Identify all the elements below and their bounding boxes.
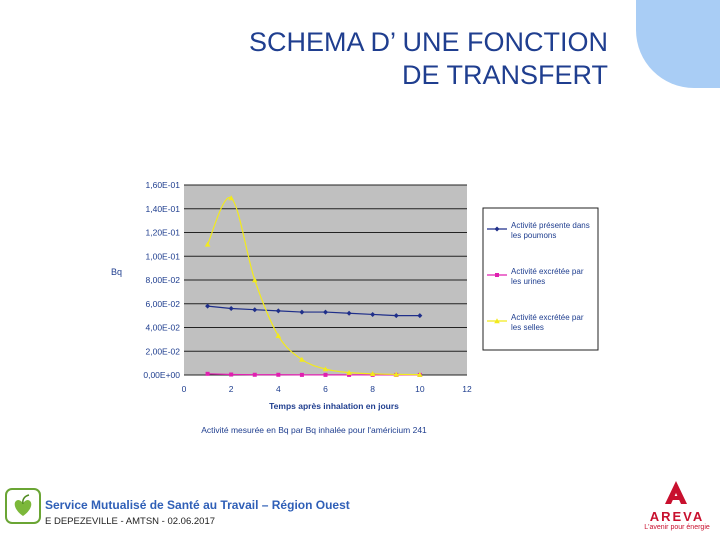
smst-logo [5, 488, 41, 524]
series-line [207, 197, 420, 376]
y-tick-label: 8,00E-02 [146, 275, 181, 285]
transfer-function-chart: 0,00E+00 2,00E-02 4,00E-02 6,00E-02 8,00E-02… [111, 180, 599, 435]
y-tick-label: 6,00E-02 [146, 299, 181, 309]
footer-organization: Service Mutualisé de Santé au Travail – … [45, 498, 350, 512]
data-point [229, 372, 234, 377]
data-point [275, 308, 281, 314]
data-point [393, 371, 400, 377]
data-point [323, 309, 328, 315]
x-axis-label: Temps après inhalation en jours [269, 401, 399, 411]
brand-tagline: L'avenir pour énergie [644, 524, 710, 531]
data-point [393, 313, 399, 319]
data-point [251, 277, 258, 283]
data-point [252, 307, 258, 313]
data-point [299, 309, 305, 315]
legend-marker [494, 226, 500, 232]
data-point [347, 372, 352, 377]
data-point [346, 310, 352, 316]
x-tick-label: 2 [229, 384, 234, 394]
brand-name: AREVA [649, 509, 705, 524]
legend-box [482, 207, 599, 351]
series-layer [184, 195, 467, 377]
legend-label: Activité excrétée par [511, 313, 584, 322]
data-point [417, 371, 423, 377]
legend-label: Activité excrétée par [511, 267, 584, 276]
heart-leaf-icon [14, 494, 32, 516]
series-1 [205, 303, 423, 319]
chart-caption: Activité mesurée en Bq par Bq inhalée po… [201, 425, 427, 435]
data-point [323, 372, 328, 377]
legend-marker [494, 318, 500, 324]
data-point [204, 241, 211, 247]
y-tick-label: 1,60E-01 [146, 180, 181, 190]
title-line-1: SCHEMA D’ UNE FONCTION [248, 27, 608, 57]
data-point [252, 372, 257, 377]
data-point [370, 311, 376, 317]
data-point [322, 366, 329, 372]
series-line [207, 373, 420, 376]
legend-marker [495, 273, 499, 277]
series-line [207, 305, 420, 317]
footer-author: E DEPEZEVILLE - AMTSN - 02.06.2017 [45, 516, 216, 527]
areva-logo-icon [665, 481, 687, 504]
x-tick-label: 6 [323, 384, 328, 394]
y-tick-label: 1,40E-01 [146, 204, 181, 214]
x-axis-ticks: 0 2 4 6 8 10 12 [182, 384, 472, 394]
data-point [276, 372, 281, 377]
x-tick-label: 12 [462, 384, 472, 394]
x-tick-label: 0 [182, 384, 187, 394]
data-point [228, 195, 234, 201]
data-point [369, 371, 376, 377]
slide-title: SCHEMA D’ UNE FONCTION DE TRANSFERT [128, 26, 608, 92]
y-tick-label: 0,00E+00 [143, 370, 180, 380]
y-tick-label: 1,00E-01 [146, 251, 181, 261]
y-tick-label: 2,00E-02 [146, 346, 181, 356]
y-tick-label: 4,00E-02 [146, 323, 181, 333]
x-tick-label: 10 [415, 384, 425, 394]
data-point [417, 313, 423, 319]
data-point [205, 371, 210, 376]
x-tick-label: 4 [276, 384, 281, 394]
data-point [299, 372, 304, 377]
title-line-2: DE TRANSFERT [401, 60, 608, 90]
data-point [205, 303, 211, 309]
legend-label: les urines [511, 277, 545, 286]
y-tick-label: 1,20E-01 [146, 228, 181, 238]
data-point [299, 356, 305, 362]
legend-label: les selles [511, 323, 544, 332]
y-axis-label: Bq [111, 267, 122, 277]
data-point [346, 369, 352, 375]
legend-label: Activité présente dans [511, 221, 590, 230]
data-point [228, 306, 234, 311]
x-tick-label: 8 [370, 384, 375, 394]
series-3 [204, 195, 423, 377]
y-axis-ticks: 0,00E+00 2,00E-02 4,00E-02 6,00E-02 8,00E-02… [143, 180, 180, 380]
data-point [275, 333, 282, 339]
legend-label: les poumons [511, 231, 556, 240]
